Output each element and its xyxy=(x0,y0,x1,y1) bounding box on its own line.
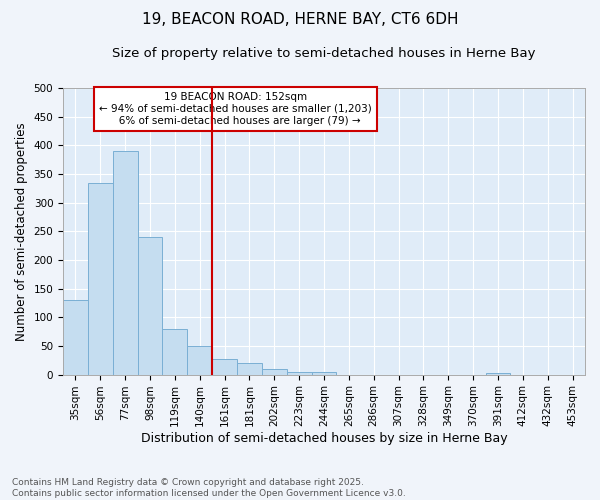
Text: Contains HM Land Registry data © Crown copyright and database right 2025.
Contai: Contains HM Land Registry data © Crown c… xyxy=(12,478,406,498)
Text: 19 BEACON ROAD: 152sqm
← 94% of semi-detached houses are smaller (1,203)
   6% o: 19 BEACON ROAD: 152sqm ← 94% of semi-det… xyxy=(99,92,371,126)
Text: 19, BEACON ROAD, HERNE BAY, CT6 6DH: 19, BEACON ROAD, HERNE BAY, CT6 6DH xyxy=(142,12,458,28)
Title: Size of property relative to semi-detached houses in Herne Bay: Size of property relative to semi-detach… xyxy=(112,48,536,60)
Bar xyxy=(137,237,163,374)
X-axis label: Distribution of semi-detached houses by size in Herne Bay: Distribution of semi-detached houses by … xyxy=(141,432,508,445)
Bar xyxy=(163,330,187,374)
Bar xyxy=(113,151,137,374)
Bar xyxy=(88,182,113,374)
Bar xyxy=(287,372,311,374)
Bar xyxy=(311,372,337,374)
Bar xyxy=(237,363,262,374)
Bar xyxy=(212,359,237,374)
Bar xyxy=(63,300,88,374)
Bar xyxy=(187,346,212,374)
Y-axis label: Number of semi-detached properties: Number of semi-detached properties xyxy=(15,122,28,340)
Bar xyxy=(262,369,287,374)
Bar xyxy=(485,373,511,374)
